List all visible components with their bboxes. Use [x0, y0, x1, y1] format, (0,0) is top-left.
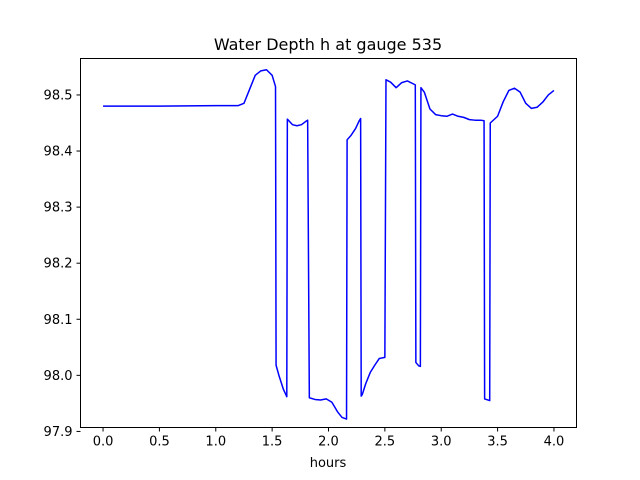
x-tick-label: 1.0 [205, 435, 226, 450]
x-tick-label: 2.5 [375, 435, 396, 450]
y-tick-label: 97.9 [44, 425, 73, 440]
series-line-0 [103, 68, 555, 420]
x-tick-label: 3.5 [487, 435, 508, 450]
x-tick-label: 0.0 [93, 435, 114, 450]
y-tick-label: 98.2 [44, 257, 73, 272]
chart-title: Water Depth h at gauge 535 [214, 35, 442, 54]
plot-area [103, 68, 555, 420]
x-tick-label: 3.0 [431, 435, 452, 450]
y-tick-label: 98.0 [44, 369, 73, 384]
x-tick-label: 2.0 [318, 435, 339, 450]
y-tick-label: 98.5 [44, 88, 73, 103]
x-tick-label: 4.0 [544, 435, 565, 450]
x-axis: 0.0 0.5 1.0 1.5 2.0 2.5 3.0 3.5 4.0 [93, 427, 565, 450]
axes-frame [80, 58, 577, 428]
x-tick-label: 0.5 [149, 435, 170, 450]
y-tick-label: 98.3 [44, 201, 73, 216]
y-tick-label: 98.4 [44, 145, 73, 160]
x-axis-label: hours [310, 456, 347, 471]
y-axis: 97.9 98.0 98.1 98.2 98.3 98.4 98.5 [44, 88, 81, 440]
y-tick-label: 98.1 [44, 313, 73, 328]
x-tick-label: 1.5 [262, 435, 283, 450]
